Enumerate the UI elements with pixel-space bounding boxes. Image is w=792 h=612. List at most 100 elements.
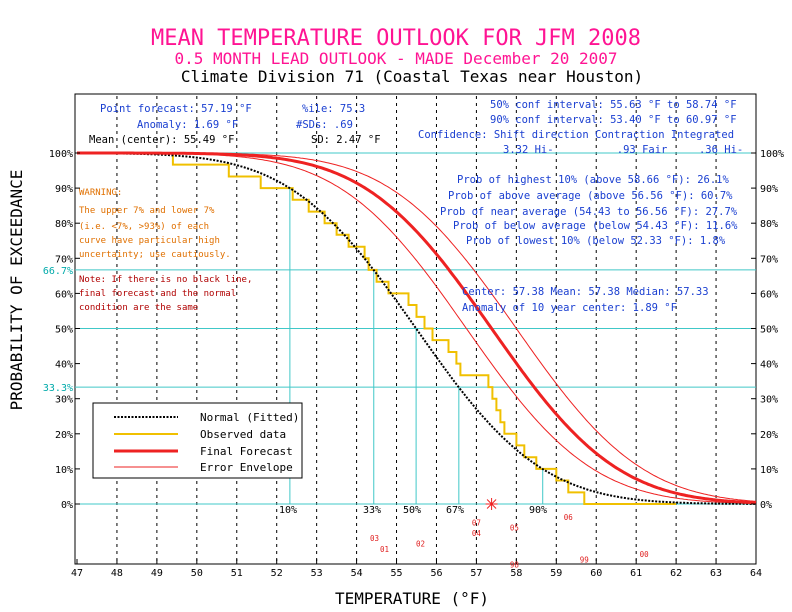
x-tick-label: 61: [630, 568, 642, 579]
year-marker: 02: [416, 540, 425, 549]
y-axis-title: PROBABILITY OF EXCEEDANCE: [7, 170, 26, 411]
warning-line: uncertainty; use cautiously.: [79, 250, 231, 260]
chart-title: MEAN TEMPERATURE OUTLOOK FOR JFM 2008: [151, 26, 641, 51]
x-tick-label: 64: [750, 568, 762, 579]
prob-below-average: Prob of below average (below 54.43 °F): …: [453, 220, 738, 232]
x-tick-label: 57: [470, 568, 482, 579]
x-tick-label: 50: [191, 568, 203, 579]
division-title: Climate Division 71 (Coastal Texas near …: [181, 67, 643, 86]
x-tick-label: 53: [311, 568, 323, 579]
x-tick-label: 56: [430, 568, 442, 579]
y-tick-label: 40%: [55, 360, 73, 371]
note-line: condition are the same: [79, 303, 198, 313]
pct-label-10: 10%: [279, 505, 297, 516]
mean-center: Mean (center): 55.49 °F: [89, 134, 234, 146]
anomaly-10yr: Anomaly of 10 year center: 1.89 °F: [462, 302, 677, 314]
legend-box: [92, 402, 303, 479]
pctile: %ile: 75.3: [302, 103, 365, 115]
y-special-label: 33.3%: [43, 383, 73, 394]
year-marker: 07: [472, 518, 481, 527]
x-tick-label: 51: [231, 568, 243, 579]
year-markers: 07 06 05 04 03 02 01 00 99 98: [370, 513, 649, 570]
x-tick-label: 52: [271, 568, 283, 579]
x-tick-label: 49: [151, 568, 163, 579]
star-stroke: [486, 499, 497, 509]
warning-line: curve have particular high: [79, 236, 220, 246]
year-marker: 06: [564, 513, 574, 522]
y-tick-label: 80%: [55, 219, 73, 230]
year-marker: 05: [510, 524, 519, 533]
y-tick-label: 90%: [760, 184, 778, 195]
pct-label-50: 50%: [403, 505, 421, 516]
x-tick-label: 60: [590, 568, 602, 579]
x-tick-label: 54: [351, 568, 363, 579]
point-forecast: Point forecast: 57.19 °F: [100, 103, 252, 115]
y-tick-label: 20%: [760, 430, 778, 441]
y-tick-label: 0%: [61, 500, 73, 511]
warning-line: The upper 7% and lower 7%: [79, 206, 215, 216]
final-forecast-curve: [77, 151, 757, 505]
y-tick-label: 90%: [55, 184, 73, 195]
y-tick-label: 50%: [760, 325, 778, 336]
x-tick-label: 62: [670, 568, 682, 579]
year-marker: 01: [380, 545, 389, 554]
year-marker: 00: [640, 550, 650, 559]
prob-highest-10: Prob of highest 10% (above 58.66 °F): 26…: [457, 174, 730, 186]
year-marker: 99: [580, 555, 589, 564]
y-tick-label: 80%: [760, 219, 778, 230]
y-tick-label: 100%: [49, 149, 73, 160]
x-tick-label: 63: [710, 568, 722, 579]
forecast-point-marker: [485, 498, 498, 510]
prob-near-average: Prob of near average (54.43 to 56.56 °F)…: [440, 206, 738, 218]
legend-envelope-label: Error Envelope: [200, 461, 293, 474]
warning-line: WARNING:: [79, 188, 122, 198]
note-line: final forecast and the normal: [79, 289, 236, 299]
legend-normal-label: Normal (Fitted): [200, 411, 299, 424]
axis-ticks: 66.7% 33.3% 0% 0% 10% 10% 20% 20% 30% 30% 40% 40% 50…: [43, 149, 784, 579]
warning-line: (i.e. <7%, >93%) of each: [79, 222, 209, 232]
prob-lowest-10: Prob of lowest 10% (below 52.33 °F): 1.8…: [466, 235, 726, 247]
y-tick-label: 10%: [55, 465, 73, 476]
y-tick-label: 100%: [760, 149, 784, 160]
prob-above-average: Prob of above average (above 56.56 °F): …: [448, 190, 733, 202]
sd: SD: 2.47 °F: [311, 134, 381, 146]
no-black-line-note: Note: If there is no black line, final f…: [79, 275, 252, 313]
confidence-header: Confidence: Shift direction Contraction …: [418, 129, 734, 141]
x-tick-label: 55: [391, 568, 403, 579]
y-tick-label: 60%: [55, 289, 73, 300]
warning-note: WARNING: The upper 7% and lower 7% (i.e.…: [79, 188, 231, 260]
conf-interval-50: 50% conf interval: 55.63 °F to 58.74 °F: [490, 99, 737, 111]
note-line: Note: If there is no black line,: [79, 275, 252, 285]
anomaly: Anomaly: 1.69 °F: [137, 119, 238, 131]
y-special-label: 66.7%: [43, 266, 73, 277]
year-marker: 04: [472, 529, 482, 538]
conf-interval-90: 90% conf interval: 53.40 °F to 60.97 °F: [490, 114, 737, 126]
legend-final-label: Final Forecast: [200, 445, 293, 458]
grid: [75, 96, 756, 562]
y-tick-label: 10%: [760, 465, 778, 476]
year-marker: 98: [510, 561, 520, 570]
normal-fitted-curve: [77, 152, 756, 505]
y-tick-label: 20%: [55, 430, 73, 441]
center-stats: Center: 57.38 Mean: 57.38 Median: 57.33: [462, 286, 709, 298]
y-tick-label: 30%: [55, 395, 73, 406]
pct-label-33: 33%: [363, 505, 381, 516]
year-marker: 03: [370, 534, 379, 543]
y-tick-label: 60%: [760, 289, 778, 300]
legend-observed-label: Observed data: [200, 428, 286, 441]
chart-subtitle: 0.5 MONTH LEAD OUTLOOK - MADE December 2…: [174, 49, 617, 68]
y-tick-label: 70%: [55, 254, 73, 265]
curves: [77, 151, 757, 510]
legend: Normal (Fitted) Observed data Final Fore…: [92, 402, 303, 479]
x-tick-label: 58: [510, 568, 522, 579]
x-tick-label: 59: [550, 568, 562, 579]
y-tick-label: 40%: [760, 360, 778, 371]
nsds: #SDs: .69: [296, 119, 353, 131]
pct-label-67: 67%: [446, 505, 464, 516]
y-tick-label: 50%: [55, 325, 73, 336]
y-tick-label: 70%: [760, 254, 778, 265]
y-tick-label: 0%: [760, 500, 772, 511]
pct-label-90: 90%: [529, 505, 547, 516]
x-tick-label: 48: [111, 568, 123, 579]
